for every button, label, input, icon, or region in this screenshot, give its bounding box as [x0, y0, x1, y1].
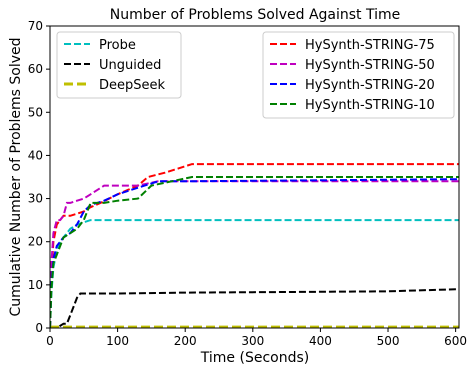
series-line-1 — [50, 288, 459, 328]
legend-label-0-0: Probe — [99, 38, 136, 53]
legend-label-1-1: HySynth-STRING-50 — [305, 58, 435, 73]
y-tick-label-0: 0 — [35, 321, 43, 335]
series-line-4 — [50, 180, 459, 328]
legend-label-1-3: HySynth-STRING-10 — [305, 98, 435, 113]
legend-label-0-2: DeepSeek — [99, 78, 166, 93]
series-line-3 — [50, 163, 459, 328]
y-tick-label-1: 10 — [28, 278, 43, 292]
legend-label-1-2: HySynth-STRING-20 — [305, 78, 435, 93]
y-tick-label-7: 70 — [28, 19, 43, 33]
x-axis-label: Time (Seconds) — [200, 350, 309, 366]
y-tick-label-6: 60 — [28, 62, 43, 76]
x-tick-label-6: 600 — [444, 334, 467, 348]
x-tick-label-3: 300 — [241, 334, 264, 348]
series-line-5 — [50, 178, 459, 328]
plot-frame — [49, 25, 460, 329]
x-tick-label-1: 100 — [106, 334, 129, 348]
y-tick-label-4: 40 — [28, 148, 43, 162]
legend-label-0-1: Unguided — [99, 58, 161, 73]
series-line-6 — [50, 176, 459, 328]
y-tick-label-2: 20 — [28, 235, 43, 249]
y-tick-label-5: 50 — [28, 105, 43, 119]
x-tick-label-4: 400 — [309, 334, 332, 348]
legend-box-1 — [262, 31, 455, 119]
x-tick-label-5: 500 — [377, 334, 400, 348]
y-tick-label-3: 30 — [28, 192, 43, 206]
x-tick-label-0: 0 — [46, 334, 54, 348]
legend-box-0 — [56, 31, 182, 99]
x-tick-label-2: 200 — [174, 334, 197, 348]
legend-label-1-0: HySynth-STRING-75 — [305, 38, 435, 53]
chart-title: Number of Problems Solved Against Time — [110, 7, 401, 23]
y-axis-label: Cumulative Number of Problems Solved — [8, 37, 24, 316]
series-line-0 — [50, 219, 459, 328]
